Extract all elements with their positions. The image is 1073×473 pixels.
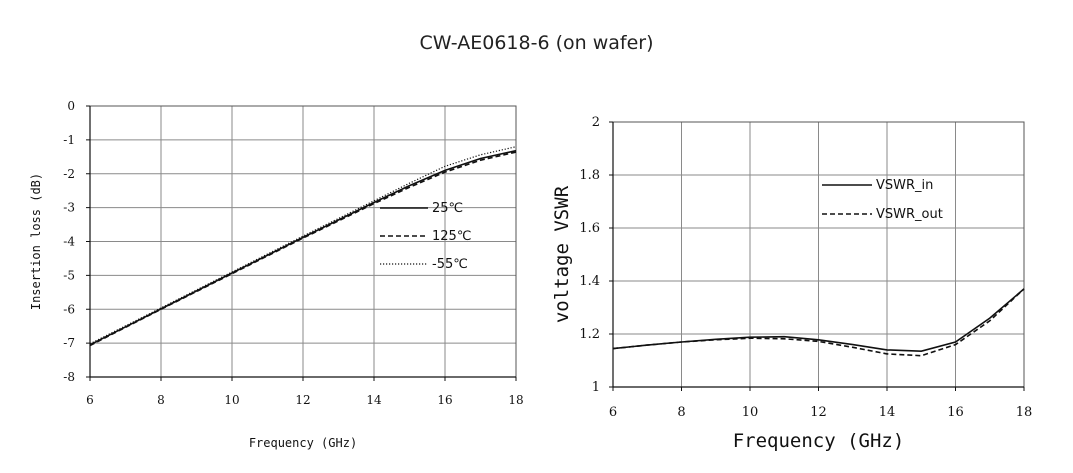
legend-label: 25℃ [432, 201, 463, 216]
legend-label: VSWR_out [876, 207, 943, 222]
x-tick-label: 10 [742, 405, 759, 420]
series-line-1 [89, 151, 517, 347]
x-tick-label: 16 [947, 405, 964, 420]
x-tick-label: 12 [295, 393, 310, 407]
y-tick-label: 1.8 [579, 168, 600, 183]
x-axis-label: Frequency (GHz) [733, 430, 905, 452]
x-tick-label: 10 [224, 393, 239, 407]
x-tick-label: 8 [157, 393, 165, 407]
y-tick-label: 2 [592, 115, 600, 130]
y-tick-label: -1 [63, 133, 75, 147]
insertion-loss-chart: 6 8 10 12 14 16 18 0 -1 -2 -3 -4 -5 -6 -7 -8 Frequency (… [29, 99, 524, 450]
x-tick-label: 8 [677, 405, 685, 420]
series-line-2 [89, 146, 517, 345]
x-tick-label: 6 [609, 405, 617, 420]
y-axis-label: Insertion loss (dB) [29, 173, 43, 310]
y-tick-label: -7 [63, 336, 75, 350]
legend-label: 125℃ [432, 229, 471, 244]
y-tick-label: 0 [67, 99, 75, 113]
legend-label: -55℃ [432, 257, 468, 272]
x-axis-label: Frequency (GHz) [249, 436, 357, 450]
legend: 25℃ 125℃ -55℃ [380, 201, 471, 272]
x-tick-label: 14 [366, 393, 382, 407]
legend-label: VSWR_in [876, 178, 933, 193]
y-tick-label: -8 [63, 370, 75, 384]
x-tick-label: 18 [1016, 405, 1033, 420]
x-tick-label: 6 [86, 393, 94, 407]
y-tick-label: 1.6 [579, 221, 600, 236]
legend: VSWR_in VSWR_out [822, 178, 943, 222]
series-line-1 [612, 288, 1025, 357]
y-tick-label: -3 [63, 201, 75, 215]
y-tick-label: 1.4 [579, 274, 600, 289]
y-tick-label: 1.2 [579, 327, 600, 342]
y-axis-label: voltage VSWR [551, 185, 573, 323]
y-tick-label: -5 [63, 268, 75, 282]
x-tick-label: 12 [810, 405, 827, 420]
chart-title: CW-AE0618-6 (on wafer) [419, 32, 654, 54]
y-tick-label: -4 [63, 235, 75, 249]
x-tick-label: 18 [508, 393, 523, 407]
y-tick-label: 1 [592, 380, 600, 395]
x-tick-label: 16 [437, 393, 452, 407]
x-tick-label: 14 [879, 405, 896, 420]
vswr-chart: 6 8 10 12 14 16 18 1 1.2 1.4 1.6 1.8 2 Frequency (GHz… [551, 115, 1032, 452]
y-tick-label: -6 [63, 302, 75, 316]
y-tick-label: -2 [63, 167, 75, 181]
